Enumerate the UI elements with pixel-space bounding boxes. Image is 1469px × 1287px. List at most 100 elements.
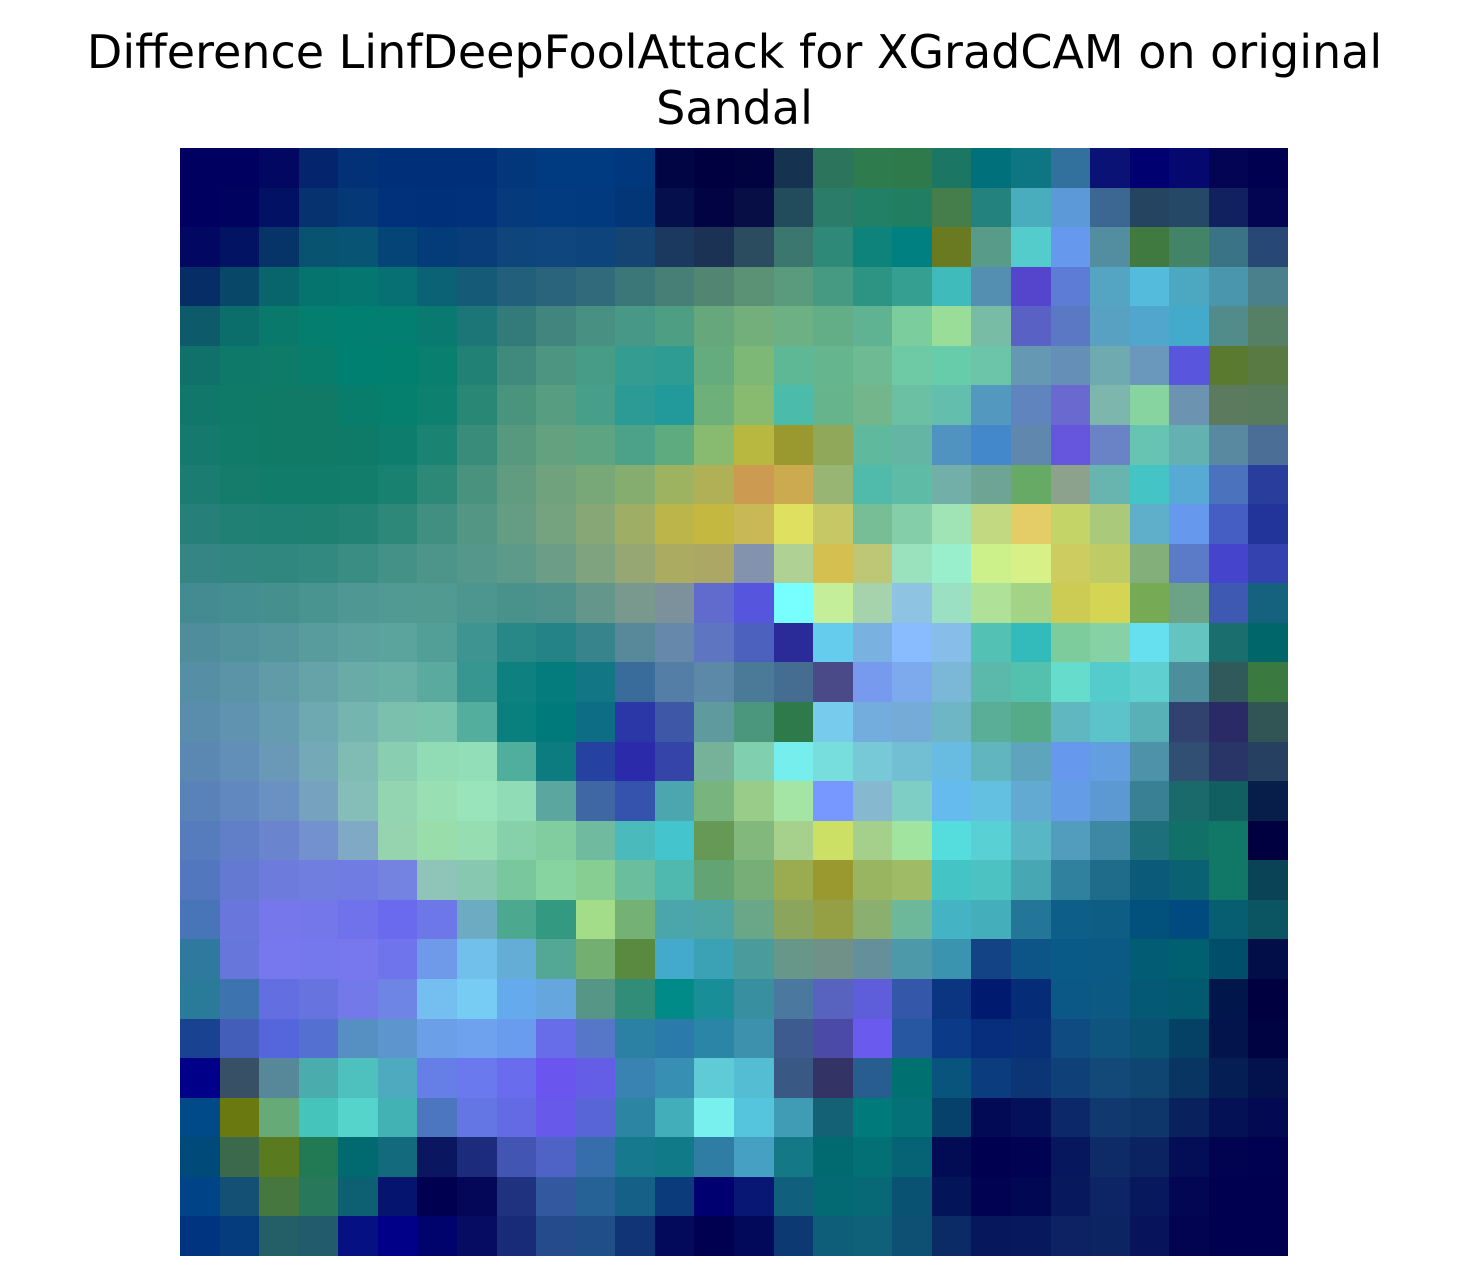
heatmap-cell: [496, 781, 537, 821]
heatmap-cell: [259, 1097, 299, 1138]
heatmap-cell: [654, 1058, 695, 1098]
heatmap-cell: [1090, 266, 1130, 307]
heatmap-cell: [457, 1097, 497, 1138]
heatmap-cell: [892, 939, 932, 979]
heatmap-cell: [457, 820, 497, 861]
heatmap-cell: [180, 227, 220, 267]
heatmap-cell: [852, 622, 893, 663]
heatmap-cell: [694, 266, 734, 307]
heatmap-cell: [931, 425, 972, 465]
heatmap-cell: [180, 266, 220, 307]
heatmap-cell: [892, 345, 932, 386]
heatmap-cell: [338, 979, 378, 1019]
heatmap-cell: [654, 583, 695, 623]
heatmap-cell: [773, 662, 814, 702]
heatmap-cell: [575, 899, 616, 940]
heatmap-cell: [852, 345, 893, 386]
heatmap-cell: [1011, 622, 1051, 663]
heatmap-cell: [852, 425, 893, 465]
heatmap-cell: [219, 1018, 260, 1059]
heatmap-cell: [1129, 227, 1170, 267]
heatmap-cell: [219, 939, 260, 979]
heatmap-cell: [338, 899, 378, 940]
heatmap-cell: [1090, 662, 1130, 702]
heatmap-cell: [931, 939, 972, 979]
heatmap-cell: [1248, 306, 1288, 346]
heatmap-cell: [377, 1058, 418, 1098]
heatmap-cell: [338, 1058, 378, 1098]
heatmap-cell: [1011, 425, 1051, 465]
heatmap-cell: [536, 939, 576, 979]
heatmap-cell: [1090, 583, 1130, 623]
heatmap-cell: [1208, 702, 1249, 742]
heatmap-cell: [1208, 781, 1249, 821]
heatmap-cell: [259, 306, 299, 346]
heatmap-cell: [536, 148, 576, 188]
heatmap-cell: [259, 1058, 299, 1098]
heatmap-cell: [219, 741, 260, 782]
heatmap-cell: [1050, 1137, 1091, 1177]
heatmap-cell: [259, 464, 299, 505]
heatmap-cell: [575, 266, 616, 307]
heatmap-cell: [1011, 583, 1051, 623]
heatmap-cell: [298, 781, 339, 821]
heatmap-cell: [1169, 464, 1209, 505]
heatmap-cell: [1050, 979, 1091, 1019]
heatmap-cell: [1011, 1058, 1051, 1098]
heatmap-cell: [377, 662, 418, 702]
heatmap-cell: [654, 939, 695, 979]
heatmap-cell: [1169, 820, 1209, 861]
heatmap-cell: [734, 1137, 774, 1177]
heatmap-cell: [931, 1018, 972, 1059]
heatmap-cell: [773, 583, 814, 623]
heatmap-cell: [615, 939, 655, 979]
heatmap-cell: [1248, 583, 1288, 623]
heatmap-cell: [1050, 899, 1091, 940]
heatmap-cell: [536, 622, 576, 663]
heatmap-cell: [1129, 187, 1170, 228]
heatmap-cell: [1169, 979, 1209, 1019]
heatmap-cell: [338, 385, 378, 425]
heatmap-cell: [931, 345, 972, 386]
heatmap-cell: [298, 543, 339, 584]
heatmap-cell: [1050, 345, 1091, 386]
heatmap-cell: [496, 741, 537, 782]
heatmap-cell: [971, 741, 1011, 782]
heatmap-cell: [773, 939, 814, 979]
heatmap-cell: [1090, 899, 1130, 940]
heatmap-cell: [1050, 266, 1091, 307]
heatmap-cell: [971, 1097, 1011, 1138]
heatmap-cell: [298, 860, 339, 900]
heatmap-cell: [615, 385, 655, 425]
heatmap-cell: [1208, 345, 1249, 386]
heatmap-cell: [734, 425, 774, 465]
heatmap-cell: [615, 1216, 655, 1256]
heatmap-cell: [1169, 702, 1209, 742]
heatmap-cell: [219, 899, 260, 940]
heatmap-cell: [417, 266, 457, 307]
heatmap-cell: [1050, 820, 1091, 861]
heatmap-cell: [773, 504, 814, 544]
heatmap-cell: [734, 543, 774, 584]
heatmap-cell: [1090, 622, 1130, 663]
heatmap-cell: [654, 227, 695, 267]
heatmap-cell: [219, 306, 260, 346]
heatmap-cell: [1208, 1097, 1249, 1138]
heatmap-cell: [575, 425, 616, 465]
heatmap-cell: [496, 979, 537, 1019]
heatmap-cell: [575, 504, 616, 544]
heatmap-cell: [377, 741, 418, 782]
heatmap-cell: [298, 345, 339, 386]
heatmap-cell: [298, 306, 339, 346]
heatmap-cell: [694, 1137, 734, 1177]
heatmap-cell: [1129, 860, 1170, 900]
heatmap-cell: [1129, 583, 1170, 623]
heatmap-cell: [892, 1216, 932, 1256]
heatmap-cell: [298, 939, 339, 979]
heatmap-cell: [892, 1097, 932, 1138]
heatmap-cell: [773, 1097, 814, 1138]
heatmap-cell: [654, 662, 695, 702]
heatmap-cell: [654, 543, 695, 584]
heatmap-cell: [496, 622, 537, 663]
heatmap-cell: [259, 1018, 299, 1059]
